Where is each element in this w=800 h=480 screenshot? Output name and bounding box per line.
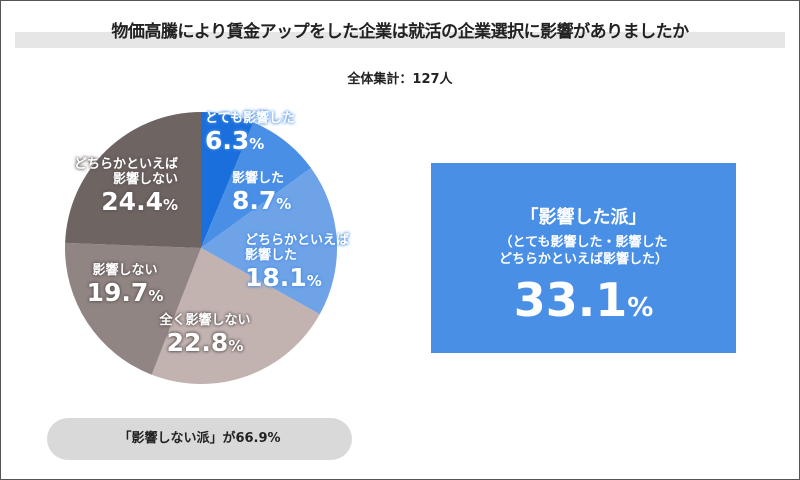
title-band: [15, 32, 785, 48]
pie-slice-0: [201, 112, 254, 248]
summary-sub1: （とても影響した・影響した: [499, 235, 668, 250]
pie-slice-5: [65, 111, 201, 248]
slice-label-1: 影響した 8.7%: [232, 171, 292, 215]
slice-label-3: 全く影響しない 22.8%: [159, 313, 251, 357]
negative-summary-pill: 「影響しない派」が66.9%: [47, 418, 352, 460]
page-title: 物価高騰により賃金アップをした企業は就活の企業選択に影響がありましたか: [111, 22, 689, 42]
slice-label-4: 影響しない 19.7%: [86, 263, 164, 307]
pie-slice-1: [201, 122, 312, 248]
slice-label-5: どちらかといえば 影響しない 24.4%: [73, 157, 178, 216]
pie-slice-4: [65, 242, 202, 375]
pie-slice-3: [151, 248, 320, 384]
summary-box: 「影響した派」 （とても影響した・影響した どちらかといえば影響した） 33.1…: [431, 163, 736, 353]
summary-sub2: どちらかといえば影響した）: [498, 251, 668, 267]
pie-slice-2: [201, 168, 337, 315]
total-count: 全体集計：127人: [347, 72, 453, 87]
summary-heading: 「影響した派」: [520, 207, 647, 228]
summary-value: 33.1%: [513, 272, 654, 327]
slice-label-0: とても影響した 6.3%: [205, 111, 295, 155]
slice-label-2: どちらかといえば 影響した 18.1%: [245, 233, 350, 292]
